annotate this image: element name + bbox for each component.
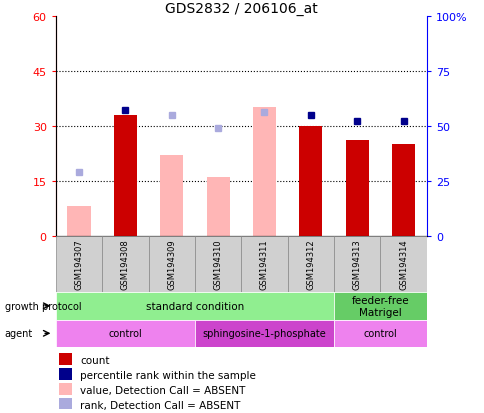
Bar	[391, 145, 414, 236]
Bar	[241, 236, 287, 292]
Text: feeder-free
Matrigel: feeder-free Matrigel	[351, 295, 408, 317]
Bar	[114, 115, 136, 236]
Bar	[60, 368, 72, 380]
Text: GSM194313: GSM194313	[352, 239, 361, 290]
Bar	[67, 207, 91, 236]
Text: GSM194311: GSM194311	[259, 239, 269, 290]
Bar	[195, 236, 241, 292]
Bar	[345, 141, 368, 236]
Text: GSM194314: GSM194314	[398, 239, 407, 290]
Text: GSM194312: GSM194312	[306, 239, 315, 290]
Text: count: count	[80, 355, 109, 365]
Bar	[102, 236, 148, 292]
Text: percentile rank within the sample: percentile rank within the sample	[80, 370, 255, 380]
Bar	[252, 108, 275, 236]
Text: value, Detection Call = ABSENT: value, Detection Call = ABSENT	[80, 385, 245, 395]
Title: GDS2832 / 206106_at: GDS2832 / 206106_at	[165, 2, 317, 16]
Text: GSM194309: GSM194309	[167, 239, 176, 290]
Bar	[160, 156, 183, 236]
Bar	[333, 236, 379, 292]
Text: GSM194308: GSM194308	[121, 239, 130, 290]
Bar	[333, 292, 426, 320]
Bar	[60, 398, 72, 410]
Bar	[299, 126, 322, 236]
Text: standard condition: standard condition	[146, 301, 243, 311]
Text: agent: agent	[5, 328, 33, 339]
Bar	[206, 178, 229, 236]
Bar	[195, 320, 333, 347]
Bar	[60, 353, 72, 365]
Text: rank, Detection Call = ABSENT: rank, Detection Call = ABSENT	[80, 400, 240, 410]
Text: control: control	[108, 328, 142, 339]
Bar	[379, 236, 426, 292]
Bar	[56, 292, 333, 320]
Bar	[148, 236, 195, 292]
Bar	[56, 320, 195, 347]
Bar	[60, 383, 72, 395]
Text: sphingosine-1-phosphate: sphingosine-1-phosphate	[202, 328, 326, 339]
Bar	[287, 236, 333, 292]
Bar	[56, 236, 102, 292]
Text: growth protocol: growth protocol	[5, 301, 81, 311]
Text: GSM194307: GSM194307	[75, 239, 83, 290]
Text: control: control	[363, 328, 396, 339]
Text: GSM194310: GSM194310	[213, 239, 222, 290]
Bar	[333, 320, 426, 347]
